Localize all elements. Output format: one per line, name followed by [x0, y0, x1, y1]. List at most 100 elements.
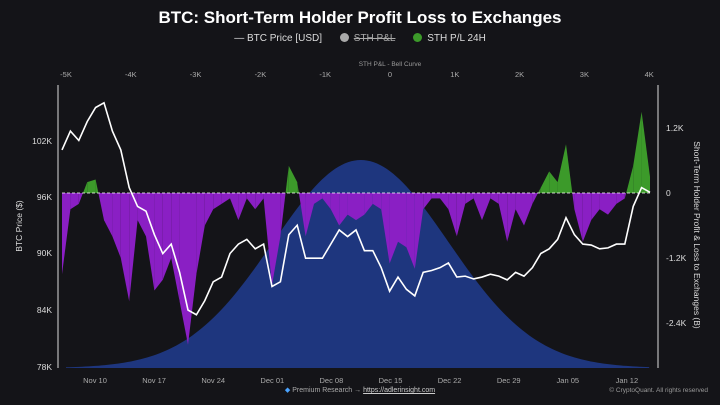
pl-negative-segment [230, 193, 239, 221]
top-tick-label: -1K [319, 70, 331, 79]
pl-negative-segment [204, 193, 214, 226]
pl-segment [624, 193, 627, 199]
pl-negative-segment [272, 193, 281, 286]
legend-dot-icon [413, 33, 423, 42]
pl-segment [98, 193, 104, 221]
pl-negative-segment [179, 193, 188, 345]
pl-negative-segment [381, 193, 390, 264]
top-tick-label: 3K [580, 70, 589, 79]
legend-item-price[interactable]: — BTC Price [USD] [234, 33, 322, 44]
pl-negative-segment [364, 193, 373, 215]
pl-negative-segment [162, 193, 172, 280]
pl-negative-segment [574, 193, 583, 242]
pl-negative-segment [473, 193, 482, 221]
pl-negative-segment [104, 193, 113, 237]
legend-item-sth-pl[interactable]: STH P&L [335, 33, 396, 44]
top-tick-label: 0 [388, 70, 392, 79]
x-tick-label: Nov 10 [83, 376, 107, 385]
pl-positive-segment [557, 144, 566, 193]
pl-negative-segment [456, 193, 466, 237]
pl-negative-segment [146, 193, 155, 291]
pl-segment [572, 193, 575, 210]
pl-segment [626, 165, 634, 193]
pl-negative-segment [372, 193, 382, 210]
top-axis-label: STH P&L - Bell Curve [359, 61, 422, 68]
y2-tick-label: -2.4K [666, 318, 687, 328]
pl-negative-segment [137, 193, 146, 237]
pl-negative-segment [440, 193, 449, 210]
pl-positive-segment [540, 171, 550, 193]
y2-tick-label: -1.2K [666, 253, 687, 263]
pl-negative-segment [339, 193, 348, 226]
pl-negative-segment [154, 193, 163, 291]
pl-negative-segment [507, 193, 516, 242]
pl-segment [538, 187, 541, 193]
pl-negative-segment [608, 193, 617, 215]
pl-negative-segment [582, 193, 592, 242]
legend-item-sth-24h[interactable]: STH P/L 24H [408, 33, 486, 44]
pl-negative-segment [448, 193, 457, 237]
legend-label: STH P&L [353, 33, 396, 44]
pl-segment [280, 193, 286, 237]
pl-negative-segment [120, 193, 130, 302]
copyright: © CryptoQuant. All rights reserved [609, 387, 708, 394]
pl-negative-segment [389, 193, 398, 264]
pl-negative-segment [112, 193, 121, 259]
pl-negative-segment [196, 193, 205, 275]
x-tick-label: Nov 17 [142, 376, 166, 385]
x-tick-label: Dec 22 [438, 376, 462, 385]
pl-negative-segment [356, 193, 365, 221]
pl-negative-segment [616, 193, 625, 204]
pl-negative-segment [423, 193, 432, 210]
pl-negative-segment [246, 193, 256, 210]
pl-segment [532, 193, 538, 204]
top-tick-label: 1K [450, 70, 459, 79]
x-tick-label: Dec 08 [320, 376, 344, 385]
legend-label: STH P/L 24H [427, 33, 486, 44]
top-tick-label: -5K [60, 70, 72, 79]
pl-negative-segment [414, 193, 424, 269]
top-tick-label: 2K [515, 70, 524, 79]
pl-negative-segment [465, 193, 474, 204]
top-tick-label: -4K [125, 70, 137, 79]
pl-segment [78, 193, 83, 204]
footer-text: Premium Research → [292, 387, 362, 394]
pl-negative-segment [305, 193, 314, 237]
footer: ◆ Premium Research → https://adlerinsigh… [0, 386, 720, 394]
pl-segment [297, 182, 299, 193]
pl-negative-segment [70, 193, 79, 210]
pl-negative-segment [406, 193, 415, 269]
pl-positive-segment [549, 171, 558, 193]
gem-icon: ◆ [284, 387, 291, 394]
pl-negative-segment [347, 193, 356, 221]
chart-title: BTC: Short-Term Holder Profit Loss to Ex… [158, 8, 562, 27]
footer-link[interactable]: https://adlerinsight.com [363, 387, 436, 394]
pl-negative-segment [62, 193, 71, 275]
pl-positive-segment [633, 111, 642, 193]
bell-curve-area [66, 160, 650, 368]
pl-negative-segment [330, 193, 340, 226]
pl-negative-segment [314, 193, 323, 204]
x-tick-label: Dec 29 [497, 376, 521, 385]
top-tick-label: -2K [255, 70, 267, 79]
pl-segment [285, 165, 289, 193]
pl-negative-segment [515, 193, 524, 226]
pl-negative-segment [591, 193, 600, 221]
x-tick-label: Jan 12 [616, 376, 639, 385]
pl-negative-segment [129, 193, 138, 302]
y2-tick-label: 0 [666, 188, 671, 198]
pl-positive-segment [87, 179, 96, 193]
pl-negative-segment [490, 193, 499, 204]
pl-segment [83, 182, 88, 193]
x-tick-label: Jan 05 [557, 376, 580, 385]
top-tick-label: -3K [190, 70, 202, 79]
pl-negative-segment [431, 193, 440, 199]
pl-negative-segment [498, 193, 508, 242]
pl-positive-segment [641, 111, 650, 193]
x-tick-label: Dec 01 [260, 376, 284, 385]
pl-negative-segment [188, 193, 197, 345]
y2-tick-label: 1.2K [666, 123, 684, 133]
legend: — BTC Price [USD] STH P&L STH P/L 24H [0, 33, 720, 44]
x-tick-label: Dec 15 [379, 376, 403, 385]
